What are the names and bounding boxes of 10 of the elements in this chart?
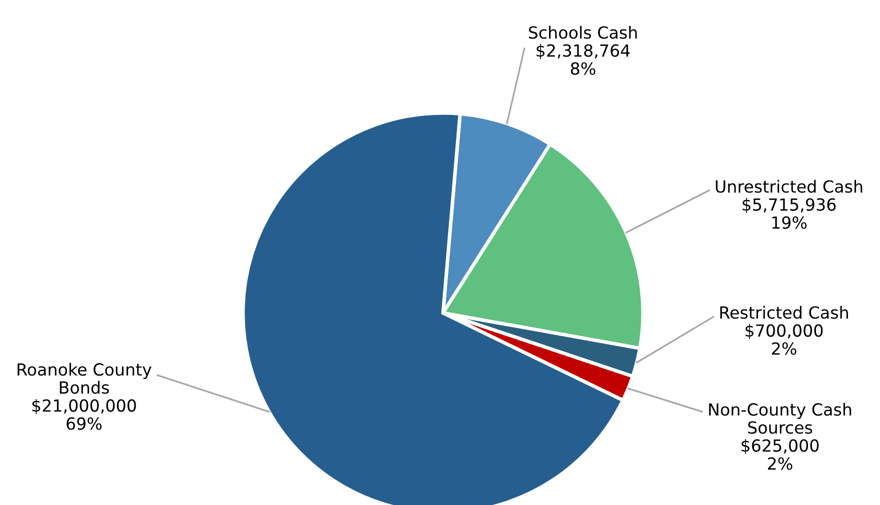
data-label: $2,318,764 8% bbox=[536, 44, 630, 75]
data-label: $700,000 2% bbox=[746, 324, 823, 355]
slice-label: Non-County Cash Sources bbox=[709, 402, 852, 434]
data-label: $21,000,000 69% bbox=[32, 398, 136, 430]
data-label: $5,715,936 19% bbox=[742, 198, 836, 229]
slice-label: Unrestricted Cash bbox=[716, 180, 862, 193]
slice-label: Roanoke County Bonds bbox=[18, 362, 152, 394]
data-label: $625,000 2% bbox=[742, 438, 819, 470]
slice-label: Schools Cash bbox=[528, 26, 637, 39]
slice-label: Restricted Cash bbox=[720, 306, 848, 319]
